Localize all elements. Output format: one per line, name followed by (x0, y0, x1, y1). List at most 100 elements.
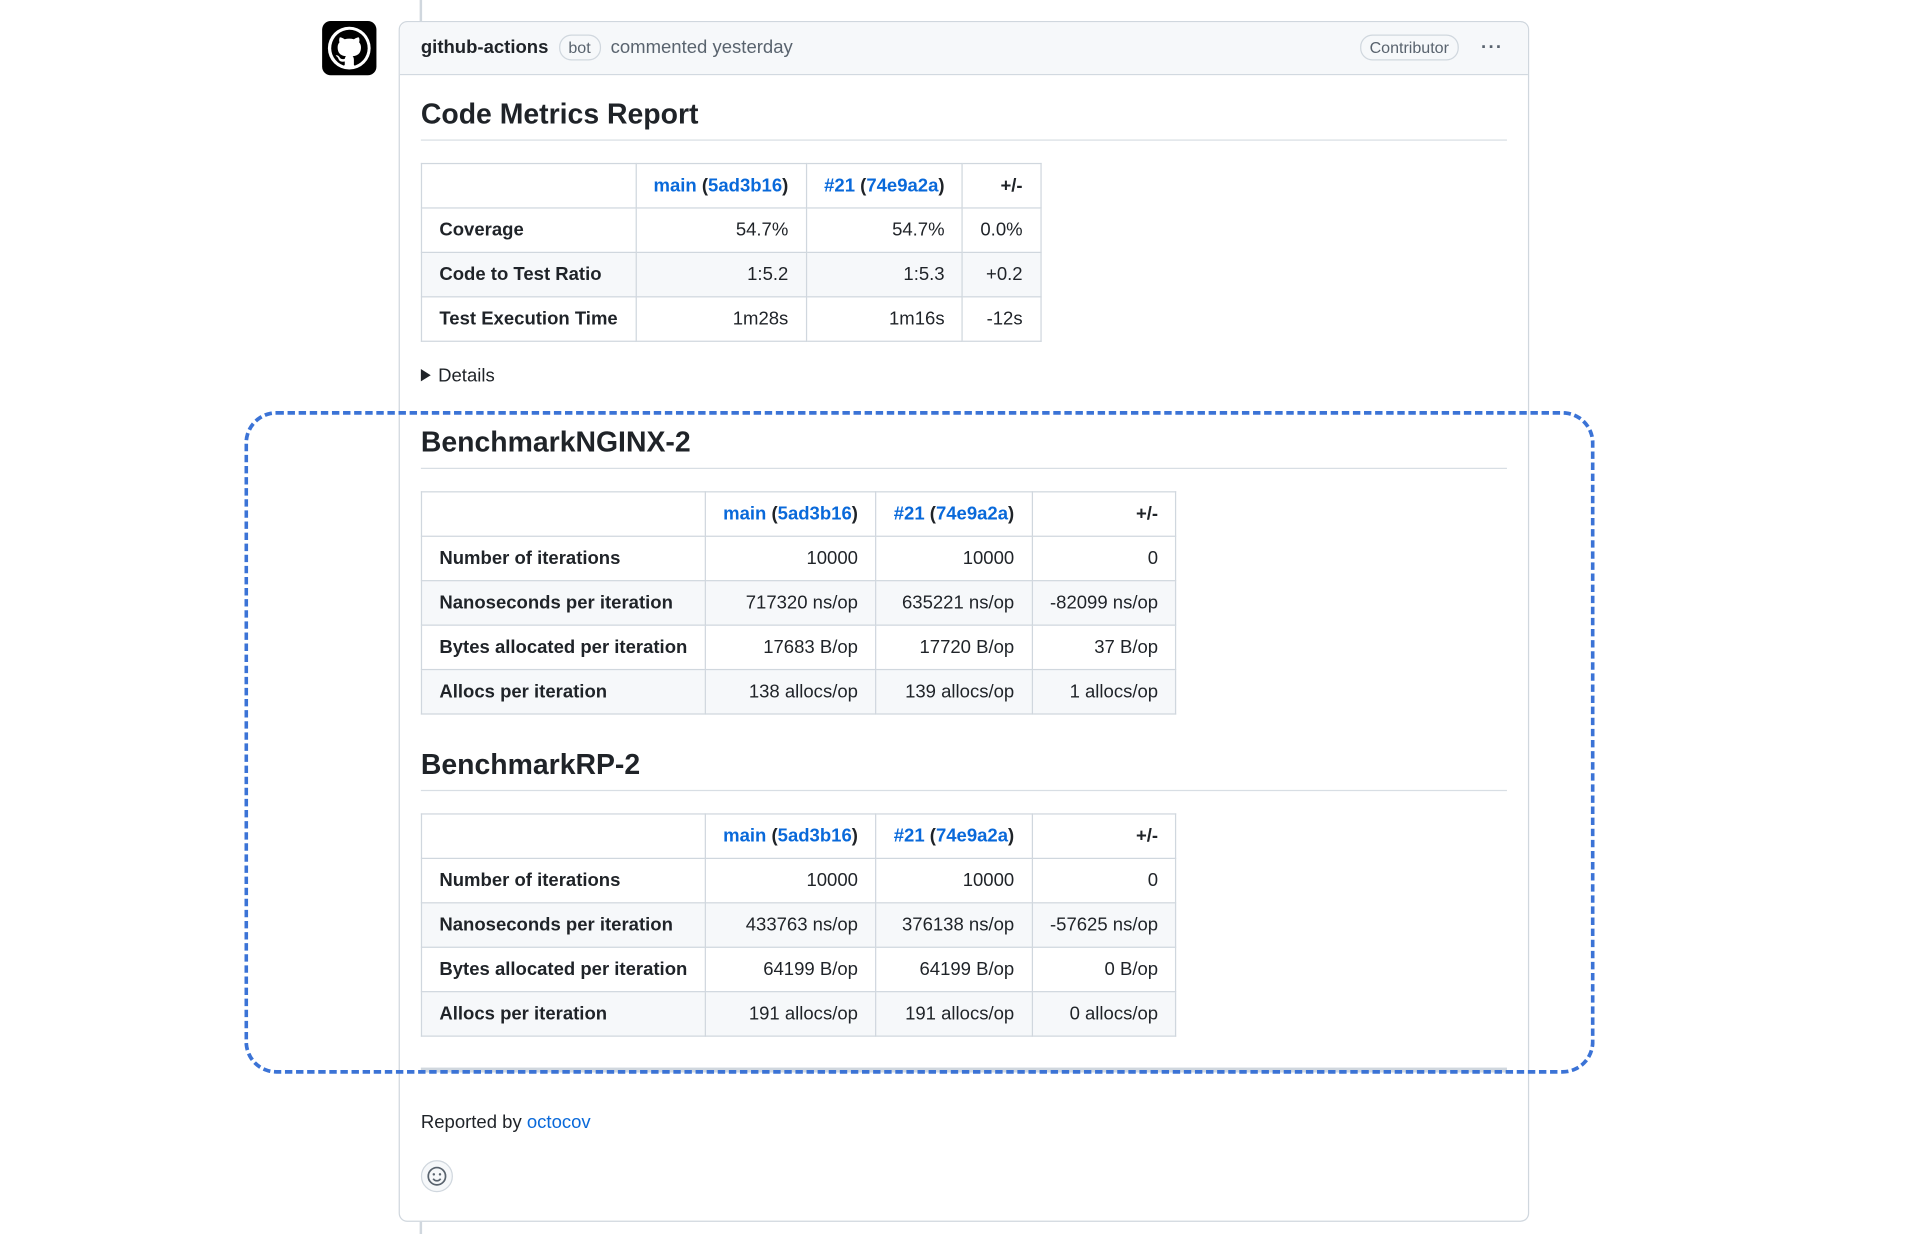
table-row: Allocs per iteration 191 allocs/op 191 all… (420, 991, 1177, 1037)
details-toggle[interactable]: Details (421, 364, 1507, 389)
header-cell: main 5ad3b16 (634, 162, 807, 209)
cell: 54.7% (634, 207, 807, 254)
cell: -57625 ns/op (1031, 902, 1177, 948)
benchmark-title: BenchmarkNGINX-2 (420, 423, 1507, 469)
row-label: Number of iterations (420, 857, 706, 904)
ref-link[interactable]: main (723, 825, 767, 847)
divider (420, 1067, 1507, 1073)
footer-link[interactable]: octocov (526, 1112, 591, 1133)
ref-link[interactable]: #21 (893, 825, 925, 847)
paren (852, 504, 858, 525)
cell: 17720 B/op (875, 624, 1033, 671)
paren (771, 826, 777, 847)
commit-link[interactable]: 74e9a2a (935, 503, 1009, 525)
paren (771, 504, 777, 525)
row-label: Allocs per iteration (420, 991, 706, 1037)
table-row: Test Execution Time 1m28s 1m16s -12s (420, 296, 1042, 342)
comment-body: Code Metrics Report main 5ad3b16#21 74e9… (400, 75, 1528, 1214)
header-cell (420, 162, 637, 209)
paren (1008, 504, 1014, 525)
cell: 138 allocs/op (704, 668, 877, 715)
cell: 10000 (875, 535, 1033, 582)
cell: 433763 ns/op (704, 902, 877, 948)
paren (702, 175, 708, 196)
cell: 10000 (875, 857, 1033, 904)
timeline (419, 1221, 423, 1234)
bot-badge: bot (558, 34, 601, 61)
table-row: Number of iterations 10000 10000 0 (420, 535, 1177, 582)
action[interactable]: commented yesterday (610, 37, 793, 59)
table-head: main 5ad3b16#21 74e9a2a+/- (420, 813, 1177, 860)
cell: 1 allocs/op (1031, 668, 1177, 715)
cell: 1m28s (634, 296, 807, 342)
role-badge: Contributor (1359, 34, 1459, 61)
table-body: Number of iterations 10000 10000 0 Nanosecon… (420, 857, 1177, 1037)
cell: 1:5.3 (805, 251, 964, 298)
cell: 1m16s (805, 296, 964, 342)
paren (930, 826, 936, 847)
paren (782, 175, 788, 196)
ref-link[interactable]: #21 (824, 175, 856, 197)
report-title: Code Metrics Report (420, 95, 1507, 141)
table-body: Coverage 54.7% 54.7% 0.0% Code to Test Ratio… (420, 207, 1042, 342)
row-label: Nanoseconds per iteration (420, 902, 706, 948)
header-cell: #21 74e9a2a (875, 813, 1033, 860)
header-row: main 5ad3b16#21 74e9a2a+/- (420, 491, 1177, 537)
comment-header: github-actions bot commented yesterday C… (399, 22, 1528, 76)
row-label: Test Execution Time (420, 296, 637, 342)
table-row: Coverage 54.7% 54.7% 0.0% (420, 207, 1042, 254)
header-cell: +/- (961, 162, 1042, 209)
header-cell: +/- (1031, 813, 1177, 860)
menu[interactable]: ··· (1481, 37, 1504, 59)
footer: Reported by octocov (421, 1111, 1507, 1136)
cell: 191 allocs/op (875, 991, 1033, 1037)
table-row: Nanoseconds per iteration 433763 ns/op 376… (420, 902, 1177, 948)
row-label: Bytes allocated per iteration (420, 946, 706, 993)
paren (930, 504, 936, 525)
header-cell: main 5ad3b16 (704, 813, 877, 860)
table-row: Number of iterations 10000 10000 0 (420, 857, 1177, 904)
paren (860, 175, 866, 196)
table-row: Code to Test Ratio 1:5.2 1:5.3 +0.2 (420, 251, 1042, 298)
paren (852, 826, 858, 847)
cell: -82099 ns/op (1031, 580, 1177, 626)
cell: 0 allocs/op (1031, 991, 1177, 1037)
ref-link[interactable]: #21 (893, 503, 925, 525)
cell: 64199 B/op (704, 946, 877, 993)
github-logo (327, 26, 371, 70)
header-cell: main 5ad3b16 (704, 491, 877, 537)
footer-text: Reported by (420, 1112, 522, 1133)
row-label: Bytes allocated per iteration (420, 624, 706, 671)
table-row: Bytes allocated per iteration 17683 B/op 1… (420, 624, 1177, 671)
reaction-button[interactable] (420, 1160, 453, 1193)
commit-link[interactable]: 74e9a2a (935, 825, 1009, 847)
cell: +0.2 (961, 251, 1042, 298)
cell: 0 B/op (1031, 946, 1177, 993)
commit-link[interactable]: 5ad3b16 (777, 825, 852, 847)
header-cell: #21 74e9a2a (805, 162, 964, 209)
commit-link[interactable]: 5ad3b16 (777, 503, 852, 525)
cell: 191 allocs/op (704, 991, 877, 1037)
avatar[interactable] (322, 20, 377, 76)
ref-link[interactable]: main (653, 175, 697, 197)
cell: 635221 ns/op (875, 580, 1033, 626)
header-cell (420, 813, 706, 860)
commit-link[interactable]: 74e9a2a (866, 175, 939, 197)
smiley (427, 1166, 447, 1186)
table-head: main 5ad3b16#21 74e9a2a+/- (420, 162, 1042, 209)
benchmark-table: main 5ad3b16#21 74e9a2a+/-Number of iter… (420, 813, 1177, 1037)
cell: 139 allocs/op (875, 668, 1033, 715)
ref-link[interactable]: main (723, 503, 767, 525)
author[interactable]: github-actions (420, 37, 549, 59)
highlight-box (244, 410, 1595, 1074)
commit-link[interactable]: 5ad3b16 (708, 175, 783, 197)
row-label: Coverage (420, 207, 637, 254)
row-label: Number of iterations (420, 535, 706, 582)
benchmark-table: main 5ad3b16#21 74e9a2a+/-Number of iter… (420, 491, 1177, 715)
cell: 0 (1031, 857, 1177, 904)
cell: 54.7% (805, 207, 964, 254)
cell: 0.0% (961, 207, 1042, 254)
cell: 10000 (704, 857, 877, 904)
cell: 64199 B/op (875, 946, 1033, 993)
